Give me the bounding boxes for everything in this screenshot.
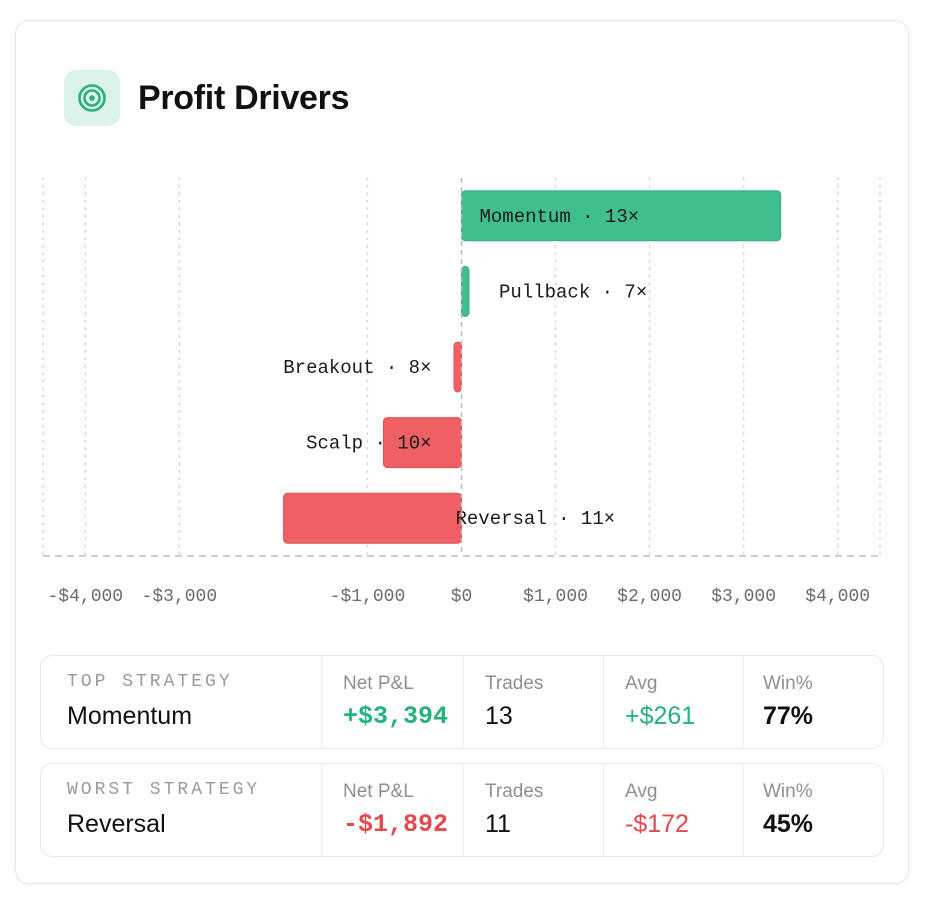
bar-label: Reversal · 11× xyxy=(456,508,616,530)
bar-label: Breakout · 8× xyxy=(283,357,431,379)
x-tick-label: -$3,000 xyxy=(142,587,218,607)
target-icon xyxy=(64,70,120,126)
win-rate-value: 77% xyxy=(763,702,814,730)
divider xyxy=(321,764,322,856)
divider xyxy=(463,656,464,748)
x-tick-label: -$1,000 xyxy=(330,587,406,607)
bar-label: Scalp · 10× xyxy=(306,433,431,455)
trades-label: Trades xyxy=(485,781,544,802)
worst-strategy-panel: WORST STRATEGY Reversal Net P&L -$1,892 … xyxy=(40,763,884,857)
target-icon-glyph xyxy=(78,84,106,112)
net-pnl-value: -$1,892 xyxy=(343,810,449,839)
net-pnl-value: +$3,394 xyxy=(343,702,449,731)
trades-value: 13 xyxy=(485,702,513,730)
divider xyxy=(603,764,604,856)
avg-label: Avg xyxy=(625,673,658,694)
top-strategy-panel: TOP STRATEGY Momentum Net P&L +$3,394 Tr… xyxy=(40,655,884,749)
x-tick-label: $4,000 xyxy=(805,587,870,607)
bar-breakout xyxy=(453,341,463,393)
trades-label: Trades xyxy=(485,673,544,694)
x-tick-label: $3,000 xyxy=(711,587,776,607)
divider xyxy=(603,656,604,748)
x-tick-label: $0 xyxy=(451,587,473,607)
win-rate-label: Win% xyxy=(763,673,813,694)
bar-reversal xyxy=(283,492,462,544)
top-strategy-label: TOP STRATEGY xyxy=(67,672,233,692)
avg-label: Avg xyxy=(625,781,658,802)
avg-value: +$261 xyxy=(625,702,696,730)
x-tick-label: $2,000 xyxy=(617,587,682,607)
net-pnl-label: Net P&L xyxy=(343,781,414,802)
bar-label: Pullback · 7× xyxy=(499,281,647,303)
avg-value: -$172 xyxy=(625,810,689,838)
divider xyxy=(743,764,744,856)
top-strategy-name: Momentum xyxy=(67,702,193,730)
worst-strategy-name: Reversal xyxy=(67,810,166,838)
worst-strategy-label: WORST STRATEGY xyxy=(67,780,261,800)
divider xyxy=(321,656,322,748)
x-tick-label: -$4,000 xyxy=(48,587,124,607)
bar-label: Momentum · 13× xyxy=(480,206,640,228)
bar-pullback xyxy=(461,265,470,317)
divider xyxy=(743,656,744,748)
trades-value: 11 xyxy=(485,810,511,838)
card-title: Profit Drivers xyxy=(138,79,350,117)
win-rate-label: Win% xyxy=(763,781,813,802)
divider xyxy=(463,764,464,856)
net-pnl-label: Net P&L xyxy=(343,673,414,694)
x-tick-label: $1,000 xyxy=(523,587,588,607)
win-rate-value: 45% xyxy=(763,810,814,838)
profit-drivers-chart: Momentum · 13× Pullback · 7× Breakout · 8×… xyxy=(42,177,881,607)
